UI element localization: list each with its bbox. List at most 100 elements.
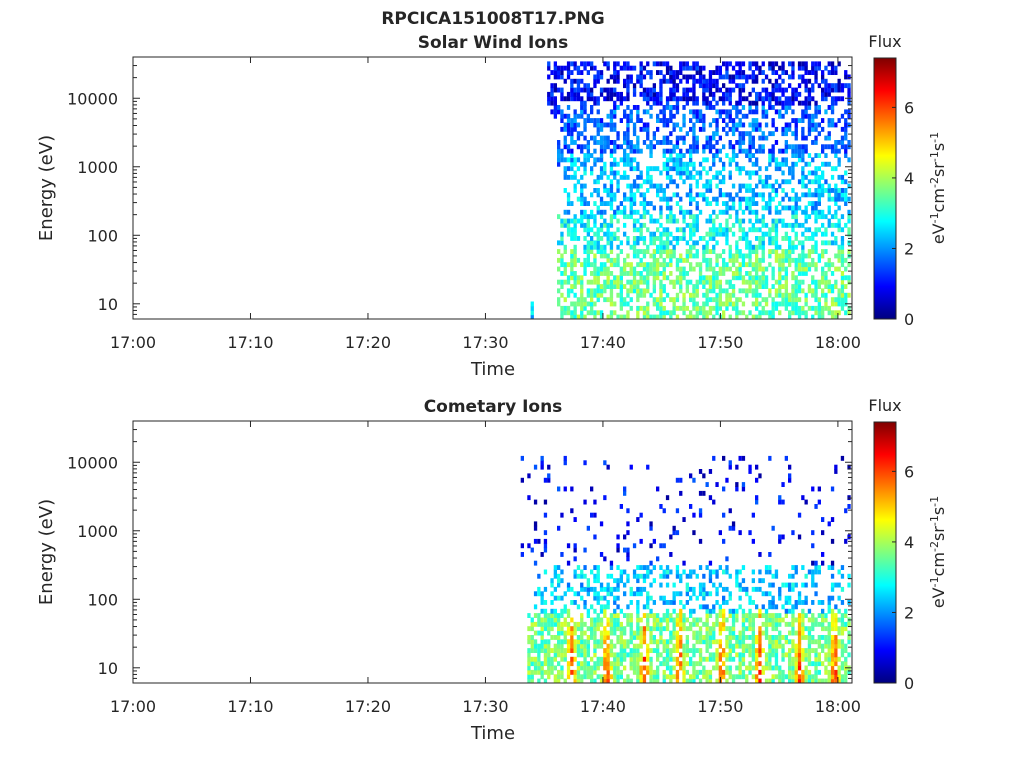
heatmap-cell xyxy=(613,174,617,180)
heatmap-cell xyxy=(771,131,775,137)
heatmap-cell xyxy=(566,643,571,649)
heatmap-cell xyxy=(735,240,739,246)
heatmap-cell xyxy=(636,573,640,579)
heatmap-cell xyxy=(748,530,752,536)
heatmap-cell xyxy=(669,648,673,653)
heatmap-cell xyxy=(830,262,835,268)
heatmap-cell xyxy=(642,222,647,228)
heatmap-cell xyxy=(698,161,703,167)
heatmap-cell xyxy=(758,552,762,557)
heatmap-cell xyxy=(685,74,689,80)
heatmap-cell xyxy=(778,271,782,276)
heatmap-cell xyxy=(590,96,594,102)
heatmap-cell xyxy=(689,126,693,132)
heatmap-cell xyxy=(718,639,722,645)
heatmap-cell xyxy=(606,586,610,592)
heatmap-cell xyxy=(811,600,815,605)
heatmap-cell xyxy=(639,78,643,84)
heatmap-cell xyxy=(586,586,590,592)
heatmap-cell xyxy=(665,495,670,501)
heatmap-cell xyxy=(593,275,597,281)
heatmap-cell xyxy=(755,161,759,167)
heatmap-cell xyxy=(827,635,831,640)
heatmap-cell xyxy=(580,174,584,180)
heatmap-cell xyxy=(735,617,739,623)
heatmap-cell xyxy=(669,153,673,158)
heatmap-cell xyxy=(827,266,831,272)
heatmap-cell xyxy=(738,144,742,150)
heatmap-cell xyxy=(560,569,564,575)
solar-wind-panel: Solar Wind Ions 17:00 17:10 17:20 17:30 17:4… xyxy=(36,32,948,380)
heatmap-cell xyxy=(679,209,683,215)
heatmap-cell xyxy=(725,65,729,71)
heatmap-cell xyxy=(794,604,798,610)
heatmap-cell xyxy=(689,262,693,268)
heatmap-cell xyxy=(847,144,851,150)
heatmap-cell xyxy=(520,477,524,483)
heatmap-cell xyxy=(807,113,812,119)
heatmap-cell xyxy=(768,621,772,627)
heatmap-cell xyxy=(718,621,722,627)
heatmap-cell xyxy=(751,538,755,544)
heatmap-cell xyxy=(725,209,729,215)
heatmap-cell xyxy=(576,591,581,597)
heatmap-cell xyxy=(715,648,719,653)
heatmap-cell xyxy=(794,661,798,667)
heatmap-cell xyxy=(794,643,798,649)
heatmap-cell xyxy=(642,209,647,215)
heatmap-cell xyxy=(824,279,828,285)
heatmap-cell xyxy=(794,144,798,150)
heatmap-cell xyxy=(774,249,779,254)
heatmap-cell xyxy=(613,140,617,145)
heatmap-cell xyxy=(761,249,765,254)
heatmap-cell xyxy=(755,65,759,71)
heatmap-cell xyxy=(781,652,785,658)
heatmap-cell xyxy=(788,196,792,202)
heatmap-cell xyxy=(781,126,785,132)
heatmap-cell xyxy=(530,310,534,316)
heatmap-cell xyxy=(725,201,729,206)
heatmap-cell xyxy=(652,678,656,684)
heatmap-cell xyxy=(626,253,630,259)
heatmap-cell xyxy=(715,196,719,202)
heatmap-cell xyxy=(632,284,637,289)
heatmap-cell xyxy=(840,253,845,259)
heatmap-cell xyxy=(659,83,663,89)
heatmap-cell xyxy=(586,652,590,658)
heatmap-cell xyxy=(708,656,713,662)
heatmap-cell xyxy=(606,630,610,636)
heatmap-cell xyxy=(580,305,584,311)
heatmap-cell xyxy=(675,569,680,575)
heatmap-cell xyxy=(649,214,653,220)
heatmap-cell xyxy=(804,105,808,110)
heatmap-cell xyxy=(576,135,581,141)
heatmap-cell xyxy=(646,271,650,276)
heatmap-cell xyxy=(801,100,805,106)
heatmap-cell xyxy=(563,166,567,172)
heatmap-cell xyxy=(748,284,752,289)
heatmap-cell xyxy=(626,552,630,557)
heatmap-cell xyxy=(801,608,805,614)
heatmap-cell xyxy=(745,170,749,176)
heatmap-cell xyxy=(801,61,805,67)
heatmap-cell xyxy=(791,209,795,215)
heatmap-cell xyxy=(847,83,851,89)
heatmap-cell xyxy=(768,569,772,575)
heatmap-cell xyxy=(764,661,769,667)
heatmap-cell xyxy=(715,78,719,84)
heatmap-cell xyxy=(566,262,571,268)
heatmap-cell xyxy=(586,643,590,649)
heatmap-cell xyxy=(791,305,795,311)
heatmap-cell xyxy=(751,70,755,75)
heatmap-cell xyxy=(616,586,620,592)
heatmap-cell xyxy=(764,613,769,618)
heatmap-cell xyxy=(566,166,571,172)
heatmap-cell xyxy=(830,626,835,632)
heatmap-cell xyxy=(844,284,848,289)
heatmap-cell xyxy=(814,153,818,158)
heatmap-cell xyxy=(847,669,851,675)
heatmap-cell xyxy=(725,652,729,658)
heatmap-cell xyxy=(599,608,604,614)
x-tick-label: 17:20 xyxy=(345,697,391,716)
heatmap-cell xyxy=(566,586,571,592)
